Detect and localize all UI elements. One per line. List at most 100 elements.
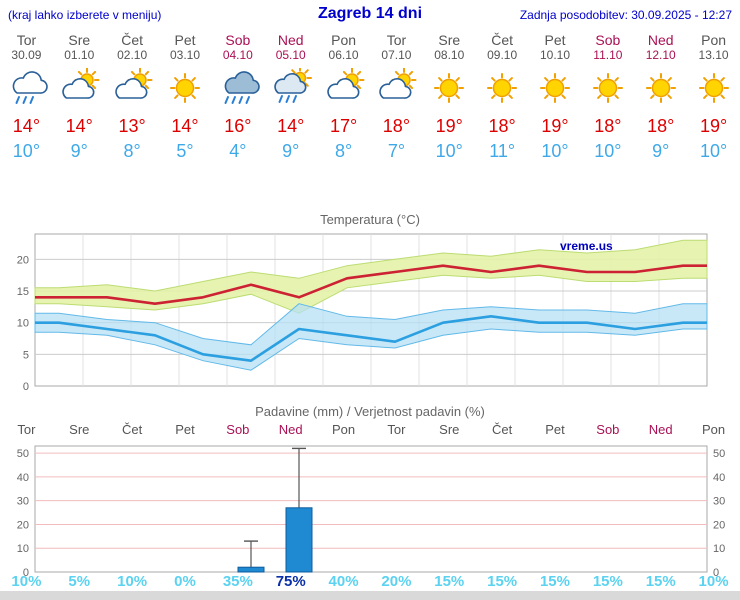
day-name: Ned [277, 32, 304, 48]
max-temp: 19° [541, 116, 569, 136]
precip-day-label: Pet [545, 422, 565, 437]
precip-probability: 15% [645, 573, 676, 590]
day-column-pet-03.10: Pet 03.10 14° 5° [159, 32, 212, 162]
min-temp: 10° [541, 141, 569, 161]
max-temp: 18° [382, 116, 411, 136]
day-name: Tor [386, 32, 407, 48]
sun-cloud-icon [53, 67, 106, 110]
day-column-pon-13.10: Pon 13.10 19° 10° [687, 32, 740, 162]
day-column-čet-02.10: Čet 02.10 13° 8° [106, 32, 159, 162]
day-date: 02.10 [117, 48, 148, 62]
svg-text:10: 10 [17, 543, 29, 555]
svg-text:0: 0 [23, 381, 29, 393]
precip-day-label: Sob [596, 422, 620, 437]
sun-icon [581, 68, 634, 110]
day-date: 05.10 [275, 48, 306, 62]
last-update: Zadnja posodobitev: 30.09.2025 - 12:27 [519, 8, 732, 22]
precip-day-label: Tor [17, 422, 36, 437]
svg-text:40: 40 [713, 472, 725, 484]
svg-text:20: 20 [713, 519, 725, 531]
day-name: Pet [174, 32, 196, 48]
max-temp: 19° [435, 116, 463, 136]
precip-probability: 0% [174, 573, 196, 590]
precip-day-label: Pon [332, 422, 356, 437]
svg-text:0: 0 [23, 567, 29, 579]
precip-probability: 15% [539, 573, 570, 590]
day-column-sre-01.10: Sre 01.10 14° 9° [53, 32, 106, 162]
min-temp: 9° [70, 141, 88, 161]
day-date: 04.10 [222, 48, 253, 62]
day-name: Sob [595, 32, 621, 48]
precip-probability: 15% [434, 573, 465, 590]
precip-probability: 15% [487, 573, 518, 590]
day-column-sob-04.10: Sob 04.10 16° 4° [211, 32, 264, 162]
precip-day-label: Ned [278, 422, 303, 437]
precip-day-label: Čet [122, 422, 143, 437]
precipitation-chart: 0 0 10 10 20 20 30 30 40 40 50 50 [17, 445, 725, 579]
min-temp: 8° [123, 141, 141, 161]
precip-probability: 10% [698, 573, 729, 590]
min-temp: 11° [489, 141, 516, 161]
day-column-čet-09.10: Čet 09.10 18° 11° [476, 32, 529, 162]
header: (kraj lahko izberete v meniju) Zagreb 14… [0, 5, 740, 27]
sun-icon [687, 68, 740, 110]
sun-icon [159, 68, 212, 110]
max-temp: 14° [65, 116, 93, 136]
day-date: 12.10 [645, 48, 676, 62]
day-name: Pon [331, 32, 357, 48]
precip-bar [285, 507, 313, 573]
day-date: 07.10 [381, 48, 412, 62]
max-temp: 18° [488, 116, 516, 136]
precip-day-label: Pon [702, 422, 726, 437]
day-date: 09.10 [487, 48, 518, 62]
precip-probability: 20% [381, 573, 412, 590]
day-column-ned-12.10: Ned 12.10 18° 9° [634, 32, 687, 162]
sun-cloud-icon [317, 67, 370, 110]
max-temp: 17° [329, 116, 358, 136]
precip-day-label: Sob [226, 422, 250, 437]
max-temp: 16° [224, 116, 252, 136]
svg-text:50: 50 [17, 448, 29, 460]
min-temp: 7° [387, 141, 406, 161]
day-name: Čet [121, 32, 144, 48]
svg-text:10: 10 [713, 543, 725, 555]
svg-text:40: 40 [17, 472, 29, 484]
max-temp: 14° [12, 116, 41, 136]
day-column-pet-10.10: Pet 10.10 19° 10° [529, 32, 582, 162]
sun-cloud-icon [370, 67, 423, 110]
day-date: 08.10 [434, 48, 465, 62]
sun-icon [634, 68, 687, 110]
sun-icon [529, 68, 582, 110]
day-column-sob-11.10: Sob 11.10 18° 10° [581, 32, 634, 162]
min-temp: 10° [594, 141, 622, 161]
precip-probability: 5% [68, 573, 91, 590]
sun-cloud-rain-icon [264, 66, 317, 110]
min-temp: 10° [12, 141, 41, 161]
footer-bar [0, 591, 740, 600]
day-date: 06.10 [328, 48, 359, 62]
min-temp: 9° [652, 141, 670, 161]
svg-text:50: 50 [713, 448, 725, 460]
precip-chart-title: Padavine (mm) / Verjetnost padavin (%) [255, 404, 485, 419]
precip-day-label: Ned [648, 422, 673, 437]
day-name: Sre [438, 32, 461, 48]
page-title: Zagreb 14 dni [317, 5, 423, 22]
min-temp: 9° [282, 141, 300, 161]
svg-text:5: 5 [23, 349, 29, 361]
max-temp: 19° [699, 116, 728, 136]
precip-probability: 10% [117, 573, 148, 590]
day-name: Čet [491, 32, 514, 48]
day-date: 10.10 [539, 48, 570, 62]
precip-probability: 15% [592, 573, 623, 590]
day-date: 11.10 [593, 48, 623, 62]
day-column-pon-06.10: Pon 06.10 17° 8° [317, 32, 370, 162]
precip-day-label: Sre [439, 422, 460, 437]
day-name: Sre [68, 32, 91, 48]
precip-bar [237, 566, 265, 573]
day-date: 13.10 [698, 48, 729, 62]
min-temp: 4° [229, 141, 247, 161]
watermark-link[interactable]: vreme.us [560, 239, 613, 253]
precip-day-label: Tor [387, 422, 406, 437]
day-date: 30.09 [11, 48, 42, 62]
day-name: Ned [647, 32, 674, 48]
